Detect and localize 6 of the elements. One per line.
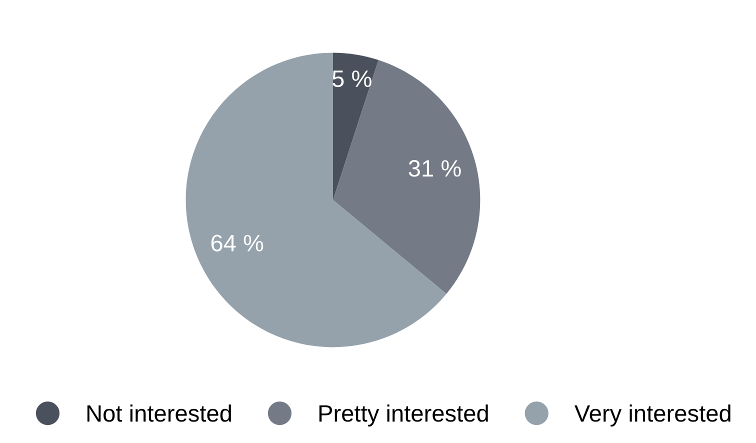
legend-label: Not interested	[87, 404, 231, 422]
data-label: 64 %	[211, 234, 264, 252]
legend-label: Pretty interested	[319, 404, 488, 426]
legend-label: Very interested	[574, 404, 730, 426]
data-label: 5 %	[332, 70, 372, 88]
data-label: 31 %	[408, 160, 461, 177]
